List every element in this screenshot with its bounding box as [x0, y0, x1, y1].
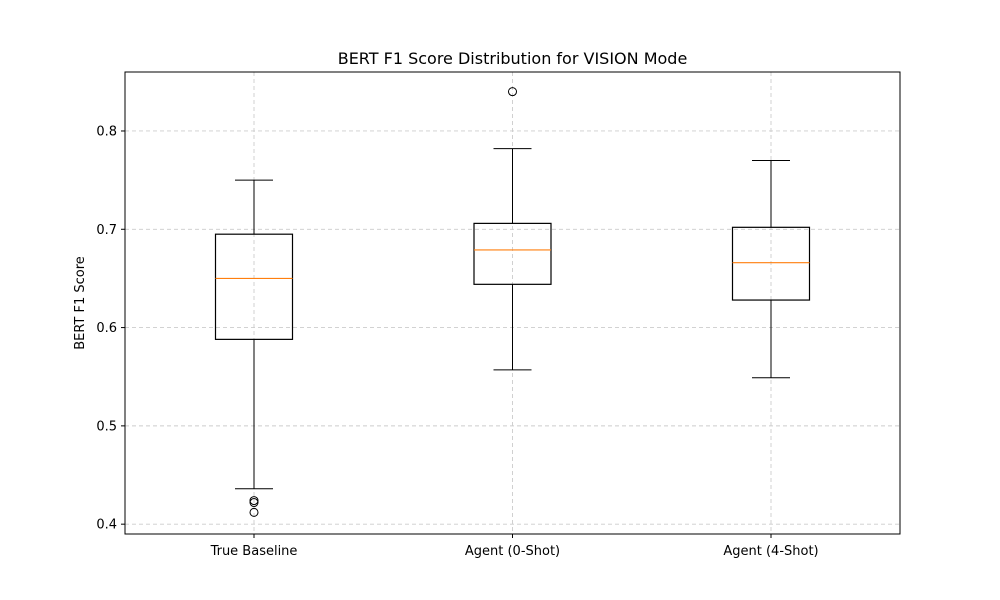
box-group [473, 87, 552, 371]
y-tick-label: 0.8 [96, 124, 117, 139]
outlier-point [249, 498, 259, 508]
outlier-point [508, 87, 517, 97]
iqr-box [473, 222, 552, 285]
chart-title: BERT F1 Score Distribution for VISION Mo… [338, 49, 688, 68]
y-tick-label: 0.4 [96, 518, 117, 533]
boxes [214, 87, 811, 517]
axis-ticks: 0.4 0.5 0.6 0.7 0.8 True Baseline Agent (0-Sho… [96, 124, 818, 559]
outlier-point [249, 507, 259, 517]
x-tick-label: Agent (4-Shot) [723, 544, 818, 559]
box-group [214, 179, 294, 517]
box-group [731, 159, 811, 379]
y-tick-label: 0.7 [96, 223, 117, 238]
y-tick-label: 0.5 [96, 419, 117, 434]
y-tick-label: 0.6 [96, 321, 117, 336]
iqr-box [731, 226, 811, 301]
y-axis-label: BERT F1 Score [73, 256, 88, 350]
x-tick-label: True Baseline [210, 544, 298, 559]
iqr-box [214, 233, 294, 340]
x-tick-label: Agent (0-Shot) [465, 544, 560, 559]
